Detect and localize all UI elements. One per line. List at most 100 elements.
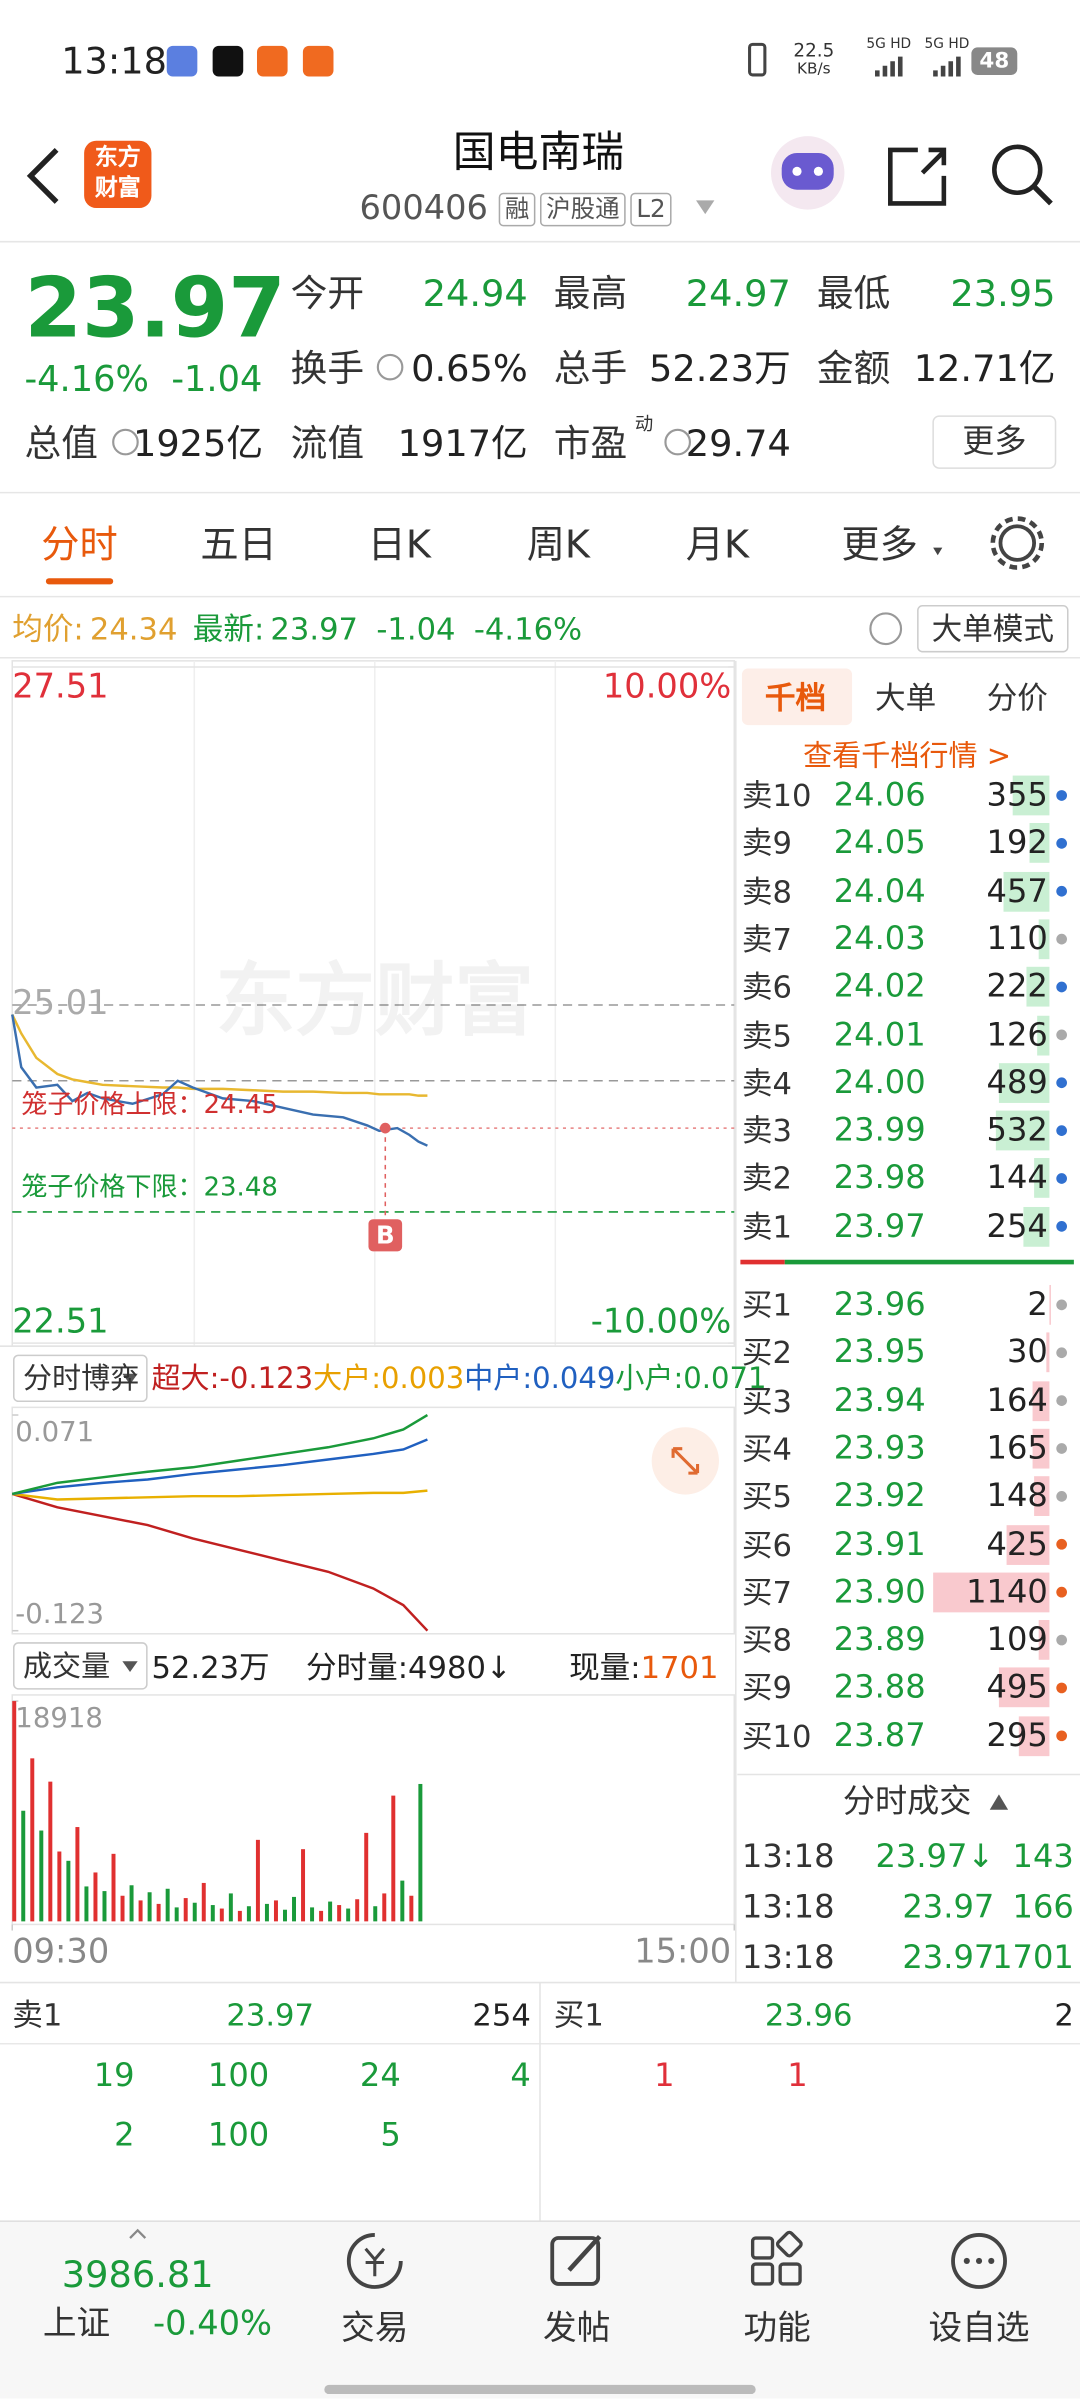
tag: 沪股通 (540, 192, 626, 227)
network-type: 5G HD (924, 37, 970, 53)
tag: 融 (498, 192, 536, 227)
level-volume: 1140 (966, 1573, 1048, 1610)
index-value[interactable]: 3986.81 (61, 2253, 214, 2297)
post-icon[interactable] (550, 2236, 601, 2286)
trade-time: 13:18 (741, 1888, 835, 1926)
volume-bar (409, 1895, 414, 1922)
level-label: 卖10 (741, 777, 812, 814)
level-price: 23.90 (833, 1573, 926, 1610)
tab[interactable]: 分时 (41, 522, 118, 567)
volume-bar (1002, 871, 1050, 912)
avg-price-line (11, 1013, 428, 1097)
text: 笼子价格上限： (21, 1089, 204, 1120)
help-icon[interactable] (869, 612, 903, 646)
volume-bar (1019, 1715, 1050, 1756)
nav-item[interactable]: 功能 (743, 2309, 811, 2349)
tab[interactable]: 月K (685, 522, 750, 567)
change-pct: -4.16% (24, 360, 149, 401)
volume-bar (319, 1910, 324, 1922)
tab[interactable]: 更多 (841, 522, 918, 567)
book-link[interactable]: 查看千档行情 > (803, 739, 1012, 774)
tab[interactable]: 周K (526, 522, 591, 567)
volume-bar (1038, 919, 1050, 959)
level-dot (1056, 1299, 1068, 1311)
level-dot (1056, 1682, 1068, 1694)
trade-price: 23.97 (902, 1888, 995, 1926)
level-dot (1056, 790, 1068, 801)
vibrate-icon (748, 42, 767, 77)
dropdown[interactable] (696, 200, 715, 215)
search-button[interactable] (992, 144, 1043, 196)
more-button[interactable] (932, 415, 1057, 469)
volume-bar (1013, 775, 1050, 816)
level-price: 23.88 (833, 1668, 926, 1706)
volume-bar (39, 1830, 44, 1922)
volume-bar (156, 1903, 161, 1922)
volume-bar (1034, 1476, 1050, 1517)
dropdown (122, 1661, 138, 1673)
panel-title[interactable]: 分时博弈 (22, 1362, 140, 1396)
trade-volume: 143 (1012, 1837, 1074, 1875)
volume-selector[interactable] (13, 1642, 148, 1690)
level-label: 买6 (741, 1525, 793, 1563)
volume-bar (418, 1783, 423, 1922)
nav-item[interactable]: 交易 (341, 2309, 409, 2349)
tab[interactable]: 日K (367, 522, 431, 567)
volume-bar (1032, 1380, 1050, 1421)
buy-point (379, 1122, 391, 1134)
info-icon[interactable] (664, 428, 691, 456)
volume-bar (364, 1832, 369, 1922)
dropdown[interactable] (933, 547, 943, 556)
order-size: 2 (114, 2116, 135, 2154)
level-volume: 192 (986, 824, 1048, 861)
level-volume: 222 (986, 967, 1048, 1005)
trades-title[interactable]: 分时成交 (842, 1782, 972, 1820)
trade-icon[interactable] (346, 2233, 403, 2289)
collapse-icon[interactable] (989, 1794, 1009, 1810)
level-dot (1056, 1347, 1068, 1359)
volume-bar (1034, 1158, 1050, 1199)
book-tab[interactable]: 大单 (875, 679, 937, 716)
book-tab[interactable]: 分价 (986, 679, 1048, 716)
nav-item[interactable]: 设自选 (928, 2309, 1030, 2349)
info-icon[interactable] (376, 353, 404, 381)
back-button[interactable] (26, 148, 59, 204)
level-label: 卖7 (741, 920, 793, 958)
field-label: 最高 (553, 272, 628, 316)
expand-index[interactable] (129, 2228, 147, 2239)
volume-bar (337, 1905, 342, 1922)
share-button[interactable] (888, 147, 947, 206)
level1-volume: 254 (472, 1996, 531, 2034)
field-superscript: 动 (634, 413, 654, 435)
book-tab[interactable]: 千档 (764, 679, 827, 716)
nav-item[interactable]: 发帖 (543, 2309, 611, 2349)
level-dot (1056, 837, 1068, 849)
more-button[interactable]: 更多 (962, 422, 1027, 460)
tab[interactable]: 五日 (200, 522, 277, 567)
volume-bar (120, 1895, 125, 1922)
volume-bar (138, 1900, 143, 1922)
function-icon[interactable] (750, 2236, 775, 2260)
level-price: 24.05 (833, 824, 926, 861)
mode-button[interactable]: 大单模式 (931, 610, 1054, 648)
flow-selector[interactable] (13, 1354, 148, 1403)
volume-bar (346, 1908, 351, 1922)
panel-title[interactable]: 成交量 (22, 1649, 111, 1684)
level-price: 23.96 (833, 1285, 926, 1323)
mode-button[interactable] (917, 605, 1069, 653)
volume-bar (210, 1905, 215, 1922)
settings-button[interactable] (998, 524, 1037, 562)
watchlist-icon[interactable] (951, 2233, 1007, 2289)
info-icon[interactable] (112, 428, 139, 456)
field-value: 0.65% (411, 347, 528, 391)
level-label: 卖2 (741, 1160, 793, 1197)
settings-gear (990, 516, 1045, 570)
volume-total: 52.23万 (151, 1649, 270, 1686)
text: 24.45 (203, 1089, 278, 1120)
field-label: 市盈 (553, 422, 628, 466)
level-label: 买1 (741, 1286, 793, 1324)
level-price: 24.00 (833, 1063, 926, 1101)
stock-tags: 融沪股通 L2 (498, 192, 672, 227)
text: -1.04 (376, 610, 456, 648)
volume-bar (219, 1908, 224, 1922)
